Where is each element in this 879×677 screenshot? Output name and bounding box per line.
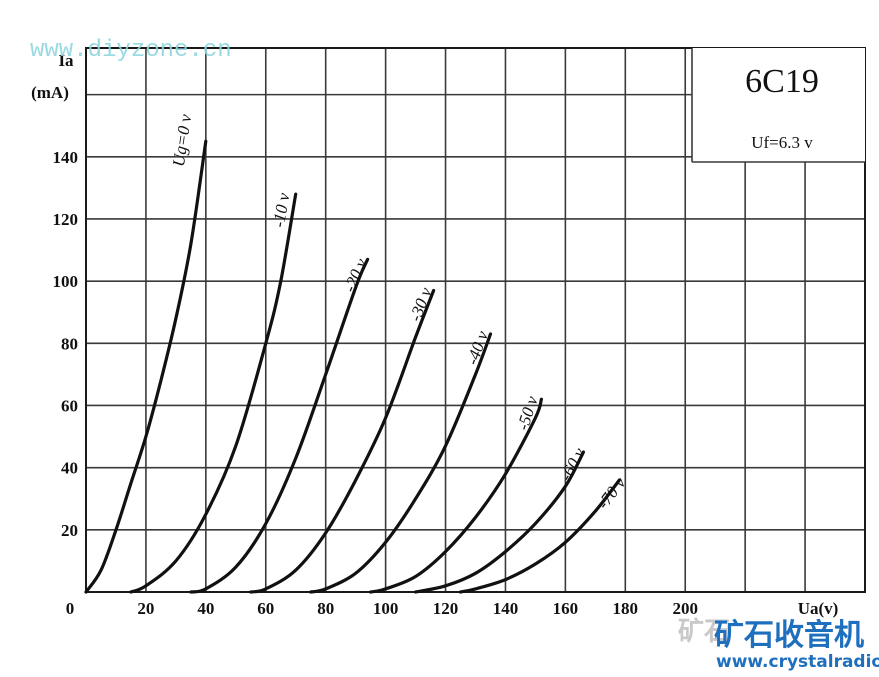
x-tick-label: 140	[493, 599, 519, 618]
series-label-3: -30 v	[406, 285, 436, 324]
series-line-0	[84, 139, 208, 594]
y-axis-label: Ia	[58, 51, 74, 70]
series-line-7	[458, 478, 621, 594]
y-tick-label: 120	[53, 210, 79, 229]
series-line-5	[369, 397, 543, 594]
series-label-4: -40 v	[462, 328, 492, 367]
watermark-faint: 矿石	[678, 616, 730, 647]
series-line-2	[189, 257, 370, 594]
curves	[84, 139, 621, 594]
x-tick-label: 120	[433, 599, 459, 618]
x-tick-label: 0	[66, 599, 75, 618]
y-tick-label: 60	[61, 396, 78, 415]
chart-title: 6C19	[745, 63, 819, 100]
title-box	[692, 48, 865, 162]
y-tick-label: 100	[53, 272, 79, 291]
tick-labels: 0 20 40 60 80 100 120 140 160 180 200 20 40 60 80 100 12…	[53, 148, 698, 618]
y-tick-label: 40	[61, 459, 78, 478]
x-tick-label: 160	[553, 599, 579, 618]
y-tick-label: 140	[53, 148, 79, 167]
x-tick-label: 80	[317, 599, 334, 618]
x-tick-label: 20	[137, 599, 154, 618]
x-tick-label: 60	[257, 599, 274, 618]
heater-voltage-annotation: Uf=6.3 v	[751, 133, 813, 152]
watermark-cn: 矿石收音机	[714, 618, 864, 653]
x-tick-label: 100	[373, 599, 399, 618]
x-tick-label: 200	[672, 599, 698, 618]
x-tick-label: 40	[197, 599, 214, 618]
series-label-6: -60 v	[556, 444, 589, 484]
y-tick-label: 20	[61, 521, 78, 540]
watermark-url: www.crystalradio.cn	[716, 652, 879, 672]
series-line-1	[129, 192, 298, 594]
series-line-3	[249, 288, 436, 594]
series-line-4	[309, 332, 493, 594]
x-axis-label: Ua(v)	[798, 599, 839, 618]
series-line-6	[414, 450, 585, 594]
series-labels: Ug=0 v-10 v-20 v-30 v-40 v-50 v-60 v-70 …	[169, 113, 630, 513]
x-tick-label: 180	[613, 599, 639, 618]
watermark-top: www.diyzone.cn	[30, 37, 232, 64]
series-label-0: Ug=0 v	[169, 113, 195, 168]
y-tick-label: 80	[61, 334, 78, 353]
plot-frame	[85, 47, 866, 593]
y-axis-unit: (mA)	[31, 83, 69, 102]
